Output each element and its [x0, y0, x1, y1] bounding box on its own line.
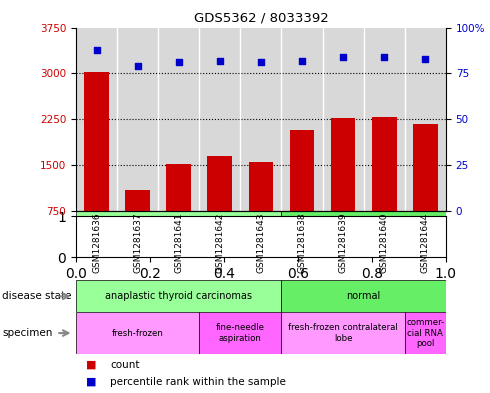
Bar — [199, 312, 281, 354]
Text: fresh-frozen contralateral
lobe: fresh-frozen contralateral lobe — [288, 323, 398, 343]
Text: normal: normal — [346, 222, 381, 233]
Bar — [290, 130, 315, 257]
Point — [380, 54, 388, 60]
Text: commer-
cial RNA
pool: commer- cial RNA pool — [406, 318, 444, 348]
Bar — [248, 162, 273, 257]
Text: fine-needle
aspiration: fine-needle aspiration — [216, 323, 265, 343]
Bar — [281, 312, 405, 354]
Bar — [207, 156, 232, 257]
Text: anaplastic thyroid carcinomas: anaplastic thyroid carcinomas — [105, 222, 252, 233]
Text: ■: ■ — [86, 360, 96, 370]
Text: normal: normal — [346, 291, 381, 301]
Text: fresh-frozen: fresh-frozen — [112, 329, 164, 338]
Bar — [413, 124, 438, 257]
Bar — [76, 211, 281, 244]
Bar — [125, 190, 150, 257]
Text: anaplastic thyroid carcinomas: anaplastic thyroid carcinomas — [105, 291, 252, 301]
Text: specimen: specimen — [2, 328, 53, 338]
Point — [257, 59, 265, 66]
Point — [298, 57, 306, 64]
Bar — [372, 117, 396, 257]
Point — [93, 46, 100, 53]
Bar — [405, 312, 446, 354]
Bar — [76, 312, 199, 354]
Bar — [281, 280, 446, 312]
Bar — [76, 280, 281, 312]
Point — [175, 59, 183, 66]
Point — [421, 56, 429, 62]
Text: ■: ■ — [86, 377, 96, 387]
Bar — [281, 211, 446, 244]
Text: count: count — [110, 360, 140, 370]
Bar — [167, 164, 191, 257]
Bar — [84, 72, 109, 257]
Point — [216, 57, 224, 64]
Bar — [331, 118, 355, 257]
Text: disease state: disease state — [2, 291, 72, 301]
Point — [339, 54, 347, 60]
Title: GDS5362 / 8033392: GDS5362 / 8033392 — [194, 12, 328, 25]
Text: percentile rank within the sample: percentile rank within the sample — [110, 377, 286, 387]
Point — [134, 63, 142, 69]
